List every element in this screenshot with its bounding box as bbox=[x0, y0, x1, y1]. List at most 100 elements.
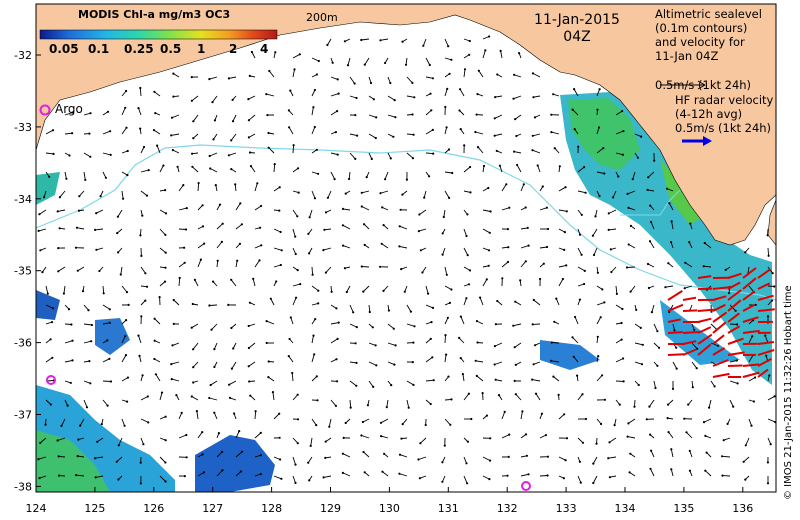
altimetry-arrowhead bbox=[37, 229, 40, 232]
altimetry-arrow bbox=[729, 399, 734, 407]
altimetry-arrowhead bbox=[558, 165, 561, 168]
altimetry-arrowhead bbox=[322, 249, 325, 252]
altimetry-arrowhead bbox=[563, 231, 567, 234]
altimetry-arrowhead bbox=[571, 108, 574, 111]
altimetry-arrowhead bbox=[75, 474, 78, 477]
altimetry-arrowhead bbox=[125, 126, 128, 129]
altimetry-arrowhead bbox=[656, 330, 659, 333]
altimetry-arrow bbox=[231, 361, 237, 369]
altimetry-arrowhead bbox=[289, 316, 292, 319]
altimetry-arrowhead bbox=[635, 308, 638, 311]
altimetry-arrow bbox=[444, 127, 448, 135]
altimetry-arrowhead bbox=[469, 191, 472, 194]
altimetry-arrowhead bbox=[341, 471, 344, 474]
altimetry-arrowhead bbox=[536, 164, 539, 167]
altimetry-arrowhead bbox=[102, 292, 105, 295]
altimetry-arrow bbox=[501, 207, 510, 211]
altimetry-arrowhead bbox=[648, 405, 651, 408]
altimetry-arrow bbox=[628, 418, 636, 424]
altimetry-arrow bbox=[273, 247, 282, 251]
altimetry-arrowhead bbox=[191, 302, 194, 306]
altimetry-arrow bbox=[767, 437, 772, 445]
altimetry-arrow bbox=[172, 342, 180, 346]
altimetry-arrowhead bbox=[444, 105, 447, 109]
altimetry-arrowhead bbox=[153, 339, 156, 342]
altimetry-arrowhead bbox=[109, 380, 113, 383]
altimetry-arrowhead bbox=[503, 410, 506, 413]
altimetry-arrow bbox=[102, 152, 111, 156]
altimetry-arrowhead bbox=[164, 461, 167, 464]
altimetry-arrowhead bbox=[230, 168, 233, 171]
altimetry-arrow bbox=[665, 285, 674, 288]
altimetry-arrowhead bbox=[475, 113, 478, 116]
altimetry-arrowhead bbox=[385, 406, 388, 409]
altimetry-arrowhead bbox=[145, 285, 149, 288]
altimetry-arrowhead bbox=[66, 404, 69, 407]
altimetry-arrow bbox=[514, 151, 522, 154]
altimetry-arrowhead bbox=[431, 306, 435, 309]
altimetry-arrow bbox=[342, 224, 351, 230]
altimetry-arrowhead bbox=[446, 316, 449, 319]
altimetry-arrowhead bbox=[115, 460, 118, 463]
y-tick-label: -33 bbox=[14, 121, 32, 134]
altimetry-arrowhead bbox=[256, 182, 259, 185]
altimetry-arrowhead bbox=[513, 73, 516, 76]
altimetry-arrowhead bbox=[553, 320, 556, 323]
altimetry-arrow bbox=[615, 358, 624, 363]
altimetry-arrowhead bbox=[481, 392, 484, 395]
altimetry-arrow bbox=[327, 190, 332, 198]
altimetry-arrowhead bbox=[484, 49, 487, 52]
altimetry-arrow bbox=[501, 184, 507, 192]
altimetry-arrow bbox=[64, 112, 73, 116]
altimetry-arrowhead bbox=[191, 152, 194, 155]
altimetry-arrowhead bbox=[308, 479, 311, 482]
altimetry-arrowhead bbox=[292, 144, 295, 147]
altimetry-arrowhead bbox=[726, 422, 729, 425]
altimetry-arrow bbox=[539, 207, 548, 211]
altimetry-arrowhead bbox=[48, 175, 51, 178]
altimetry-arrowhead bbox=[477, 69, 480, 72]
altimetry-arrowhead bbox=[227, 154, 230, 157]
altimetry-arrowhead bbox=[126, 149, 129, 153]
y-tick-label: -36 bbox=[14, 337, 32, 350]
altimetry-arrowhead bbox=[518, 52, 521, 55]
altimetry-arrow bbox=[173, 299, 180, 306]
altimetry-arrow bbox=[596, 374, 603, 382]
altimetry-arrowhead bbox=[298, 53, 301, 56]
altimetry-arrowhead bbox=[141, 214, 144, 217]
altimetry-arrow bbox=[615, 152, 624, 156]
altimetry-arrowhead bbox=[629, 452, 632, 455]
altimetry-arrow bbox=[743, 456, 750, 463]
altimetry-arrow bbox=[254, 244, 262, 249]
altimetry-arrowhead bbox=[702, 265, 705, 268]
altimetry-arrow bbox=[479, 297, 484, 306]
altimetry-arrowhead bbox=[754, 376, 757, 379]
altimetry-arrowhead bbox=[609, 248, 612, 251]
altimetry-arrowhead bbox=[324, 211, 328, 214]
altimetry-arrow bbox=[342, 208, 351, 211]
altimetry-arrow bbox=[748, 336, 753, 344]
altimetry-arrowhead bbox=[459, 128, 462, 131]
colorbar-title: MODIS Chl-a mg/m3 OC3 bbox=[78, 8, 231, 21]
altimetry-arrowhead bbox=[265, 341, 268, 345]
altimetry-arrowhead bbox=[625, 266, 629, 269]
altimetry-arrowhead bbox=[578, 233, 582, 236]
altimetry-arrowhead bbox=[704, 434, 707, 437]
altimetry-arrowhead bbox=[545, 206, 549, 209]
altimetry-arrowhead bbox=[116, 232, 119, 235]
altimetry-arrow bbox=[76, 227, 85, 230]
altimetry-arrow bbox=[178, 262, 185, 268]
altimetry-arrowhead bbox=[650, 311, 654, 314]
hf-radar-arrow bbox=[697, 317, 712, 323]
altimetry-arrow bbox=[192, 361, 199, 368]
x-tick-label: 126 bbox=[143, 502, 164, 515]
altimetry-arrow bbox=[475, 131, 484, 135]
altimetry-arrowhead bbox=[312, 106, 315, 109]
altimetry-arrowhead bbox=[531, 134, 534, 137]
hf-radar-arrow bbox=[667, 318, 681, 323]
altimetry-arrow bbox=[387, 114, 396, 118]
altimetry-arrowhead bbox=[459, 88, 462, 91]
altimetry-arrowhead bbox=[184, 228, 188, 231]
hf-radar-arrow bbox=[667, 331, 683, 334]
altimetry-arrow bbox=[254, 205, 262, 211]
